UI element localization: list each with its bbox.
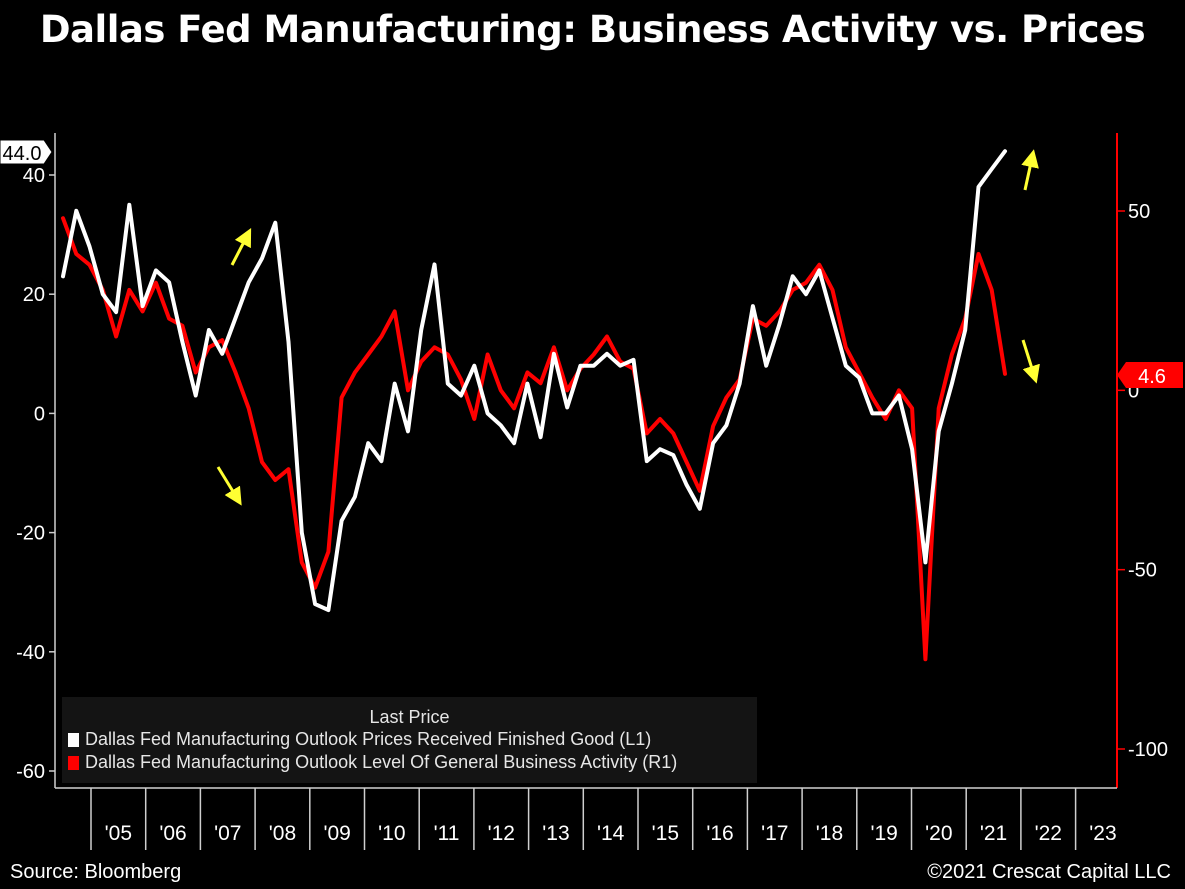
right-axis: 50 0 -50 -100 <box>1117 201 1168 761</box>
badge-shape-right <box>1117 362 1183 388</box>
left-tick-label: 0 <box>34 403 45 425</box>
legend-entry-prices: Dallas Fed Manufacturing Outlook Prices … <box>62 728 757 751</box>
x-tick-label: '13 <box>542 822 569 845</box>
plot-frame <box>54 133 1118 789</box>
x-tick-label: '22 <box>1035 822 1062 845</box>
x-tick-label: '12 <box>488 822 515 845</box>
trend-arrow <box>230 228 252 266</box>
legend-label-activity: Dallas Fed Manufacturing Outlook Level O… <box>85 752 678 772</box>
last-value-badges: 44.0 4.6 <box>0 139 1183 388</box>
x-tick-label: '05 <box>105 822 132 845</box>
x-tick-label: '07 <box>214 822 241 845</box>
x-tick-label: '15 <box>652 822 679 845</box>
x-tick-label: '19 <box>870 822 897 845</box>
chart-title: Dallas Fed Manufacturing: Business Activ… <box>39 8 1146 51</box>
x-tick-label: '18 <box>816 822 843 845</box>
right-tick-label: -100 <box>1128 739 1168 761</box>
last-value-badge-right: 4.6 <box>1117 362 1183 388</box>
last-value-badge-left: 44.0 <box>0 139 53 165</box>
left-tick-label: 20 <box>23 284 45 306</box>
copyright-note: ©2021 Crescat Capital LLC <box>927 861 1171 883</box>
x-tick-label: '17 <box>761 822 788 845</box>
x-tick-label: '08 <box>269 822 296 845</box>
x-axis: '05 '06 '07 '08 '09 '10 '11 '12 '13 '14 '15 '16 '17 '… <box>90 788 1117 850</box>
x-tick-label: '06 <box>159 822 186 845</box>
x-tick-label: '10 <box>378 822 405 845</box>
x-tick-label: '20 <box>925 822 952 845</box>
legend-label-prices: Dallas Fed Manufacturing Outlook Prices … <box>85 729 652 749</box>
left-tick-label: -40 <box>16 642 45 664</box>
left-axis: 40 20 0 -20 -40 -60 <box>16 165 55 783</box>
left-tick-label: -20 <box>16 523 45 545</box>
right-tick-label: 50 <box>1128 201 1150 223</box>
source-note: Source: Bloomberg <box>10 861 182 883</box>
right-tick-label: 0 <box>1128 380 1139 402</box>
right-tick-label: -50 <box>1128 560 1157 582</box>
left-tick-label: 40 <box>23 165 45 187</box>
legend-entry-activity: Dallas Fed Manufacturing Outlook Level O… <box>62 751 757 774</box>
x-tick-label: '23 <box>1089 822 1116 845</box>
trend-arrow <box>1021 149 1039 191</box>
badge-shape-left <box>0 139 53 165</box>
trend-arrow <box>1021 339 1040 384</box>
badge-text-right: 4.6 <box>1138 366 1166 388</box>
x-tick-label: '21 <box>980 822 1007 845</box>
legend-swatch-white <box>68 732 79 747</box>
x-tick-label: '16 <box>706 822 733 845</box>
trend-arrow <box>216 466 242 506</box>
series-lines <box>61 149 1007 662</box>
x-tick-label: '11 <box>434 822 460 845</box>
series-line-prices <box>61 149 1007 613</box>
legend-title: Last Price <box>369 707 450 727</box>
legend-swatch-red <box>68 755 79 770</box>
legend: Last Price Dallas Fed Manufacturing Outl… <box>62 697 757 783</box>
x-tick-label: '09 <box>323 822 350 845</box>
badge-text-left: 44.0 <box>3 143 42 165</box>
series-line-activity <box>61 216 1007 662</box>
x-tick-label: '14 <box>597 822 625 845</box>
trend-arrows <box>216 149 1040 506</box>
left-tick-label: -60 <box>16 761 45 783</box>
